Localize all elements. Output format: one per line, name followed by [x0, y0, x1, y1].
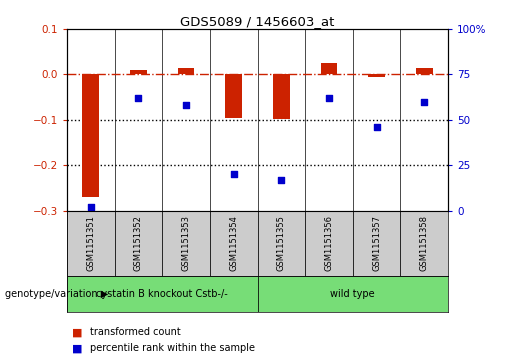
Text: GSM1151358: GSM1151358	[420, 215, 428, 271]
Point	[420, 99, 428, 105]
Point	[325, 95, 333, 101]
Text: ■: ■	[72, 327, 82, 337]
Bar	[401, 211, 448, 276]
Text: GSM1151352: GSM1151352	[134, 215, 143, 271]
Bar	[226, 74, 242, 118]
Bar	[368, 74, 385, 77]
Bar	[67, 276, 258, 312]
Text: GSM1151353: GSM1151353	[182, 215, 191, 271]
Point	[134, 95, 143, 101]
Bar	[416, 68, 433, 74]
Bar	[353, 211, 401, 276]
Text: GSM1151355: GSM1151355	[277, 215, 286, 271]
Bar	[305, 211, 353, 276]
Bar	[258, 276, 448, 312]
Text: genotype/variation ▶: genotype/variation ▶	[5, 289, 108, 299]
Point	[372, 124, 381, 130]
Bar	[210, 211, 258, 276]
Point	[230, 171, 238, 177]
Bar	[162, 211, 210, 276]
Point	[87, 204, 95, 210]
Text: GSM1151354: GSM1151354	[229, 215, 238, 271]
Text: GSM1151351: GSM1151351	[87, 215, 95, 271]
Text: cystatin B knockout Cstb-/-: cystatin B knockout Cstb-/-	[96, 289, 228, 299]
Text: GSM1151356: GSM1151356	[324, 215, 333, 271]
Point	[277, 177, 285, 183]
Text: percentile rank within the sample: percentile rank within the sample	[90, 343, 255, 354]
Bar	[178, 68, 194, 74]
Text: ■: ■	[72, 343, 82, 354]
Bar	[82, 74, 99, 197]
Bar	[273, 74, 289, 119]
Text: GSM1151357: GSM1151357	[372, 215, 381, 271]
Title: GDS5089 / 1456603_at: GDS5089 / 1456603_at	[180, 15, 335, 28]
Bar	[114, 211, 162, 276]
Text: wild type: wild type	[331, 289, 375, 299]
Bar	[258, 211, 305, 276]
Bar	[130, 70, 147, 74]
Text: transformed count: transformed count	[90, 327, 181, 337]
Bar	[321, 63, 337, 74]
Bar	[67, 211, 115, 276]
Point	[182, 102, 190, 108]
